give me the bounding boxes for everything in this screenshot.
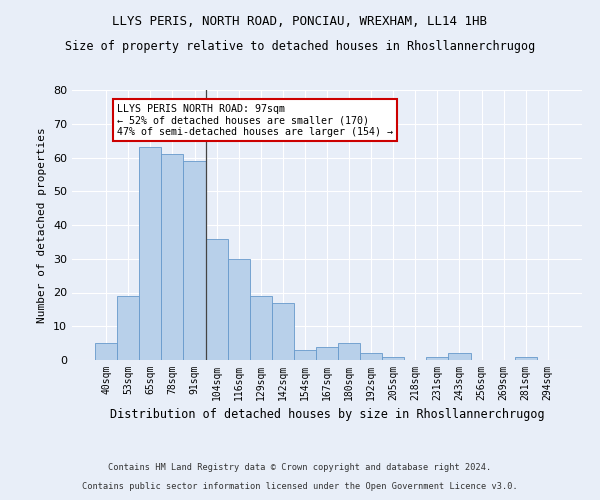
Y-axis label: Number of detached properties: Number of detached properties	[37, 127, 47, 323]
Text: Size of property relative to detached houses in Rhosllannerchrugog: Size of property relative to detached ho…	[65, 40, 535, 53]
Bar	[117, 296, 139, 360]
X-axis label: Distribution of detached houses by size in Rhosllannerchrugog: Distribution of detached houses by size …	[110, 408, 544, 422]
Bar	[294, 350, 316, 360]
Text: LLYS PERIS, NORTH ROAD, PONCIAU, WREXHAM, LL14 1HB: LLYS PERIS, NORTH ROAD, PONCIAU, WREXHAM…	[113, 15, 487, 28]
Bar	[95, 343, 117, 360]
Text: Contains HM Land Registry data © Crown copyright and database right 2024.: Contains HM Land Registry data © Crown c…	[109, 464, 491, 472]
Bar	[382, 356, 404, 360]
Bar	[360, 353, 382, 360]
Bar	[272, 302, 294, 360]
Text: Contains public sector information licensed under the Open Government Licence v3: Contains public sector information licen…	[82, 482, 518, 491]
Bar	[427, 356, 448, 360]
Text: LLYS PERIS NORTH ROAD: 97sqm
← 52% of detached houses are smaller (170)
47% of s: LLYS PERIS NORTH ROAD: 97sqm ← 52% of de…	[117, 104, 393, 136]
Bar	[161, 154, 184, 360]
Bar	[515, 356, 537, 360]
Bar	[206, 238, 227, 360]
Bar	[227, 259, 250, 360]
Bar	[338, 343, 360, 360]
Bar	[139, 148, 161, 360]
Bar	[250, 296, 272, 360]
Bar	[448, 353, 470, 360]
Bar	[316, 346, 338, 360]
Bar	[184, 161, 206, 360]
